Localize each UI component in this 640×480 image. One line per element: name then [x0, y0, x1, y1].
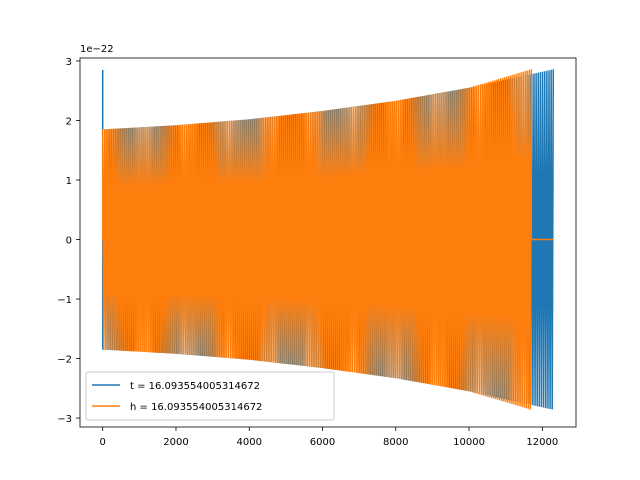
- axes-frame: [79, 57, 577, 428]
- y-tick-label: 1: [66, 176, 72, 187]
- legend-entry-t: t = 16.093554005314672: [130, 381, 260, 392]
- x-tick-label: 10000: [453, 437, 485, 448]
- x-tick-label: 8000: [383, 437, 408, 448]
- series-line-1: [101, 69, 554, 410]
- y-axis-offset-label: 1e−22: [80, 44, 114, 55]
- x-axis: 0 2000 4000 6000 8000 10000 12000: [100, 427, 558, 448]
- x-tick-label: 2000: [163, 437, 188, 448]
- x-tick-label: 0: [100, 437, 106, 448]
- legend-box: [85, 371, 335, 421]
- x-tick-label: 4000: [237, 437, 262, 448]
- x-tick-label: 6000: [310, 437, 335, 448]
- legend: t = 16.093554005314672 h = 16.0935540053…: [85, 371, 335, 421]
- y-tick-label: −1: [57, 295, 72, 306]
- y-tick-label: 3: [66, 57, 72, 68]
- y-axis: −3 −2 −1 0 1 2 3: [57, 57, 80, 425]
- y-tick-label: −3: [57, 414, 72, 425]
- plot-area: [79, 57, 577, 428]
- legend-entry-h: h = 16.093554005314672: [130, 402, 262, 413]
- series-layer: [101, 69, 555, 410]
- y-tick-label: 0: [66, 236, 72, 247]
- y-tick-label: −2: [57, 355, 72, 366]
- y-tick-label: 2: [66, 116, 72, 127]
- x-tick-label: 12000: [526, 437, 558, 448]
